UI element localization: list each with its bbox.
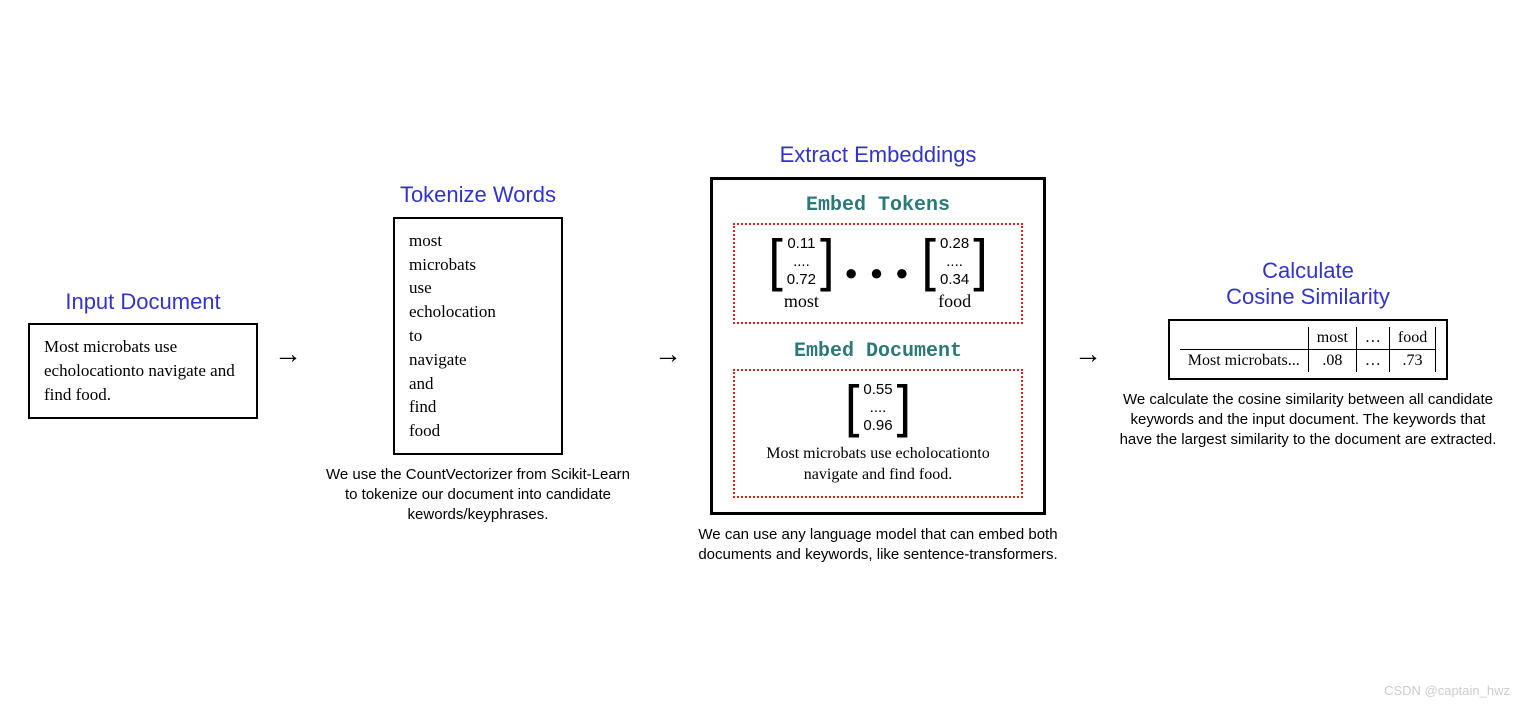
- cos-val: …: [1356, 349, 1389, 372]
- cosine-title: Calculate Cosine Similarity: [1226, 258, 1390, 311]
- input-text: Most microbats use echolocationto naviga…: [44, 337, 235, 404]
- vec-val: ....: [787, 253, 816, 271]
- embed-document-text: Most microbats use echolocationto naviga…: [751, 443, 1005, 486]
- vec-val: ....: [863, 399, 892, 417]
- vec-val: 0.11: [787, 235, 816, 253]
- bracket-right-icon: ]: [973, 232, 987, 291]
- tokenize-box: most microbats use echolocation to navig…: [393, 217, 563, 455]
- vec-label: food: [938, 291, 971, 312]
- cos-val: .73: [1389, 349, 1435, 372]
- cosine-box: most … food Most microbats... .08 … .73: [1168, 319, 1448, 380]
- stage-embeddings: Extract Embeddings Embed Tokens [ 0.11 .…: [698, 142, 1058, 565]
- vec-val: ....: [940, 253, 969, 271]
- bracket-right-icon: ]: [820, 232, 834, 291]
- embeddings-caption: We can use any language model that can e…: [698, 525, 1058, 566]
- token-item: and: [409, 372, 547, 396]
- token-vectors-row: [ 0.11 .... 0.72 ] most ● ● ●: [751, 235, 1005, 312]
- cos-col: …: [1356, 327, 1389, 350]
- pipeline-diagram: Input Document Most microbats use echolo…: [28, 142, 1498, 565]
- token-item: microbats: [409, 253, 547, 277]
- vec-label: most: [784, 291, 819, 312]
- tokenize-caption: We use the CountVectorizer from Scikit-L…: [318, 465, 638, 526]
- cos-col: food: [1389, 327, 1435, 350]
- cosine-table: most … food Most microbats... .08 … .73: [1180, 327, 1436, 372]
- vec-val: 0.96: [863, 417, 892, 435]
- vec-val: 0.34: [940, 271, 969, 289]
- embed-tokens-section: Embed Tokens [ 0.11 .... 0.72: [733, 194, 1023, 324]
- ellipsis-icon: ● ● ●: [844, 260, 911, 286]
- arrow-icon: →: [268, 338, 308, 370]
- cosine-title-line2: Cosine Similarity: [1226, 284, 1390, 309]
- tokenize-title: Tokenize Words: [400, 182, 556, 208]
- vector-block: [ 0.11 .... 0.72 ] most: [768, 235, 834, 312]
- cos-col: most: [1308, 327, 1356, 350]
- vec-val: 0.55: [863, 381, 892, 399]
- token-item: echolocation: [409, 300, 547, 324]
- embed-document-heading: Embed Document: [733, 340, 1023, 363]
- watermark: CSDN @captain_hwz: [1384, 683, 1510, 698]
- embed-document-section: Embed Document [ 0.55 .... 0.96 ]: [733, 340, 1023, 498]
- stage-input: Input Document Most microbats use echolo…: [28, 289, 258, 419]
- embed-document-box: [ 0.55 .... 0.96 ] Most microbats use ec…: [733, 369, 1023, 498]
- bracket-left-icon: [: [768, 232, 782, 291]
- bracket-left-icon: [: [845, 378, 859, 437]
- vec-val: 0.72: [787, 271, 816, 289]
- arrow-icon: →: [1068, 338, 1108, 370]
- embed-tokens-heading: Embed Tokens: [733, 194, 1023, 217]
- token-item: most: [409, 229, 547, 253]
- bracket-left-icon: [: [922, 232, 936, 291]
- cosine-caption: We calculate the cosine similarity betwe…: [1118, 390, 1498, 451]
- cosine-title-line1: Calculate: [1262, 258, 1354, 283]
- stage-cosine: Calculate Cosine Similarity most … food …: [1118, 258, 1498, 451]
- bracket-right-icon: ]: [897, 378, 911, 437]
- cos-row-header: Most microbats...: [1180, 349, 1309, 372]
- input-title: Input Document: [65, 289, 220, 315]
- vec-val: 0.28: [940, 235, 969, 253]
- token-item: use: [409, 276, 547, 300]
- vector-block: [ 0.28 .... 0.34 ] food: [922, 235, 988, 312]
- token-item: find: [409, 395, 547, 419]
- cos-val: .08: [1308, 349, 1356, 372]
- stage-tokenize: Tokenize Words most microbats use echolo…: [318, 182, 638, 525]
- token-item: navigate: [409, 348, 547, 372]
- embed-tokens-box: [ 0.11 .... 0.72 ] most ● ● ●: [733, 223, 1023, 324]
- embeddings-title: Extract Embeddings: [780, 142, 977, 168]
- embeddings-box: Embed Tokens [ 0.11 .... 0.72: [710, 177, 1046, 515]
- arrow-icon: →: [648, 338, 688, 370]
- token-item: to: [409, 324, 547, 348]
- token-item: food: [409, 419, 547, 443]
- input-box: Most microbats use echolocationto naviga…: [28, 323, 258, 418]
